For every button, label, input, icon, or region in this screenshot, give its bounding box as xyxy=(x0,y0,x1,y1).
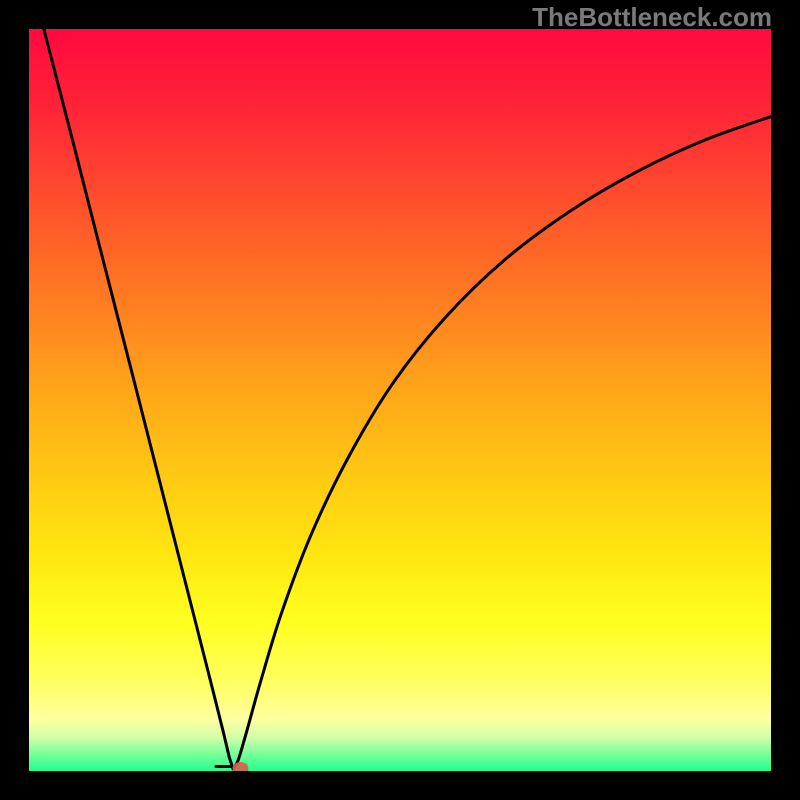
curve-left-branch xyxy=(44,29,233,769)
curve-right-branch xyxy=(233,117,771,769)
chart-container: TheBottleneck.com xyxy=(0,0,800,800)
watermark-text: TheBottleneck.com xyxy=(532,2,772,33)
chart-plot-area xyxy=(29,29,771,771)
optimum-marker xyxy=(232,762,248,771)
chart-svg xyxy=(29,29,771,771)
